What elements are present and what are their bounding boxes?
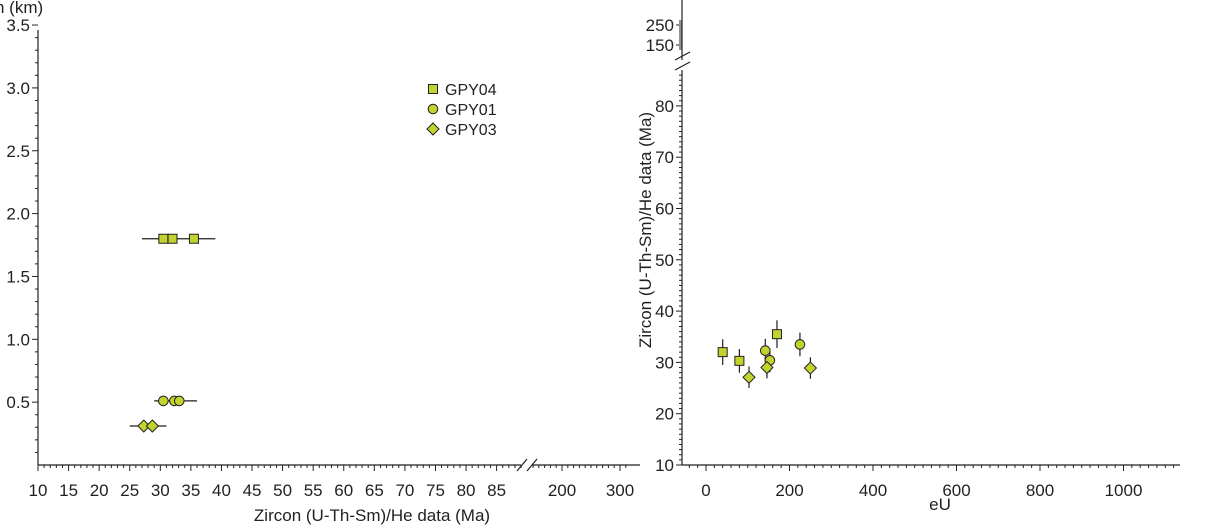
data-point-GPY01 [173,395,185,407]
data-point-GPY04 [734,355,745,366]
y-tick-label: 3.0 [6,79,30,98]
y-tick-label: 80 [655,97,674,116]
data-point-GPY04 [167,233,178,244]
legend-marker-GPY04 [428,84,438,94]
data-point-GPY03 [145,419,160,433]
data-point-GPY04 [771,329,782,340]
x-tick-label: 75 [426,481,445,500]
legend-marker-GPY03 [426,122,440,136]
x-tick-label: 10 [29,481,48,500]
right-axis-break-mark [674,51,691,71]
x-tick-label: 800 [1026,481,1054,500]
left-x-axis-label: Zircon (U-Th-Sm)/He data (Ma) [254,506,490,525]
x-tick-label: 15 [59,481,78,500]
y-tick-label: 70 [655,148,674,167]
y-tick-label: 50 [655,251,674,270]
data-point-GPY03 [803,361,818,375]
legend: GPY04 GPY01 GPY03 [426,82,497,139]
x-tick-label: 200 [548,481,576,500]
data-point-GPY04 [717,347,728,358]
y-tick-label: 2.0 [6,205,30,224]
data-point-GPY03 [742,370,756,384]
y-tick-label: 1.0 [6,330,30,349]
y-tick-label: 10 [655,456,674,475]
x-tick-label: 70 [395,481,414,500]
x-tick-label: 300 [606,481,634,500]
data-point-GPY03 [760,360,774,375]
left-axis-break-mark [516,458,538,472]
data-point-GPY04 [158,233,169,244]
x-tick-label: 65 [365,481,384,500]
x-tick-label: 35 [181,481,200,500]
left-chart: h (km) 0.5 1.0 1.5 2.0 2.5 3.0 3.5 10 15 20 25 30 3… [0,0,640,525]
data-point-GPY04 [188,233,199,244]
x-tick-label: 45 [243,481,262,500]
x-tick-label: 80 [457,481,476,500]
right-x-axis-label: eU [929,495,951,514]
data-point-GPY01 [794,339,806,350]
legend-label: GPY03 [445,122,497,139]
y-tick-label: 40 [655,302,674,321]
x-tick-label: 60 [334,481,353,500]
legend-marker-GPY01 [427,103,439,115]
x-tick-label: 1000 [1105,481,1143,500]
legend-label: GPY04 [445,82,497,99]
x-tick-label: 55 [304,481,323,500]
x-tick-label: 200 [775,481,803,500]
data-point-GPY01 [158,395,169,407]
x-tick-label: 25 [120,481,139,500]
y-tick-label: 150 [646,36,674,55]
y-tick-label: 3.5 [6,16,30,35]
y-tick-label: 20 [655,405,674,424]
x-tick-label: 600 [942,481,970,500]
y-tick-label: 250 [646,16,674,35]
y-tick-label: 0.5 [6,393,30,412]
x-tick-label: 50 [273,481,292,500]
x-tick-label: 400 [859,481,887,500]
legend-label: GPY01 [445,102,497,119]
y-tick-label: 60 [655,200,674,219]
x-tick-label: 20 [90,481,109,500]
y-tick-label: 30 [655,353,674,372]
x-tick-label: 40 [212,481,231,500]
left-y-axis-label: h (km) [0,0,43,17]
y-tick-label: 2.5 [6,142,30,161]
y-tick-label: 1.5 [6,267,30,286]
right-y-axis-label: Zircon (U-Th-Sm)/He data (Ma) [636,112,655,348]
x-tick-label: 85 [487,481,506,500]
x-tick-label: 0 [701,481,710,500]
data-point-GPY01 [759,345,771,356]
x-tick-label: 30 [151,481,170,500]
